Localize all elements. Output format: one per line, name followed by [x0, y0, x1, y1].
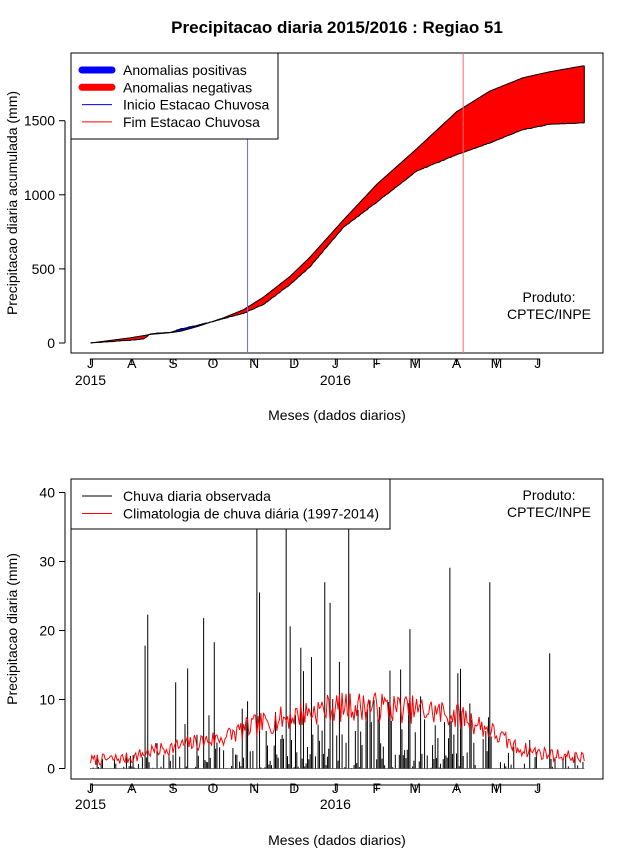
x-tick-label: A [452, 780, 462, 796]
year-label: 2016 [320, 372, 351, 388]
x-tick-label: M [409, 355, 421, 371]
x-tick-label: J [332, 780, 339, 796]
x-tick-label: J [534, 355, 541, 371]
year-label: 2015 [75, 372, 106, 388]
x-tick-label: J [87, 355, 94, 371]
credit-text: Produto: [523, 289, 576, 305]
year-label: 2016 [320, 796, 351, 812]
credit-text: Produto: [523, 487, 576, 503]
credit-text: CPTEC/INPE [507, 306, 591, 322]
x-tick-label: M [491, 780, 503, 796]
x-tick-label: M [491, 355, 503, 371]
credit-text: CPTEC/INPE [507, 504, 591, 520]
legend-label: Climatologia de chuva diária (1997-2014) [123, 506, 379, 522]
x-tick-label: A [127, 355, 137, 371]
x-tick-label: O [208, 780, 219, 796]
legend-label: Anomalias negativas [123, 79, 252, 95]
x-tick-label: D [289, 780, 299, 796]
x-tick-label: S [168, 355, 177, 371]
plot-frame [70, 52, 604, 354]
y-tick-label: 10 [39, 692, 55, 708]
y-tick-label: 0 [47, 761, 55, 777]
x-tick-label: N [249, 355, 259, 371]
legend-label: Anomalias positivas [123, 62, 247, 78]
y-tick-label: 1000 [24, 187, 55, 203]
x-tick-label: M [409, 780, 421, 796]
y-tick-label: 500 [32, 261, 56, 277]
y-tick-label: 30 [39, 554, 55, 570]
y-tick-label: 1500 [24, 113, 55, 129]
legend: Chuva diaria observada Climatologia de ch… [70, 478, 391, 530]
x-tick-label: A [452, 355, 462, 371]
year-label: 2015 [75, 796, 106, 812]
x-axis-label: Meses (dados diarios) [268, 407, 406, 423]
y-tick-label: 0 [47, 335, 55, 351]
x-tick-label: S [168, 780, 177, 796]
observed-cumulative-line [90, 122, 585, 344]
y-axis-label: Precipitacao diaria acumulada (mm) [4, 91, 20, 315]
x-tick-label: D [289, 355, 299, 371]
x-axis-label: Meses (dados diarios) [268, 832, 406, 848]
climatology-cumulative-line [90, 65, 585, 344]
legend-label: Inicio Estacao Chuvosa [123, 97, 270, 113]
x-tick-label: J [87, 780, 94, 796]
legend-label: Fim Estacao Chuvosa [123, 114, 260, 130]
x-tick-label: J [332, 355, 339, 371]
y-axis-label: Precipitacao diaria (mm) [4, 553, 20, 705]
x-tick-label: F [372, 355, 381, 371]
x-tick-label: O [208, 355, 219, 371]
observed-bars [90, 527, 584, 769]
chart-title: Precipitacao diaria 2015/2016 : Regiao 5… [171, 18, 503, 37]
y-tick-label: 20 [39, 623, 55, 639]
legend-label: Chuva diaria observada [123, 488, 271, 504]
x-tick-label: A [127, 780, 137, 796]
y-tick-label: 40 [39, 485, 55, 501]
climatology-daily-line [90, 692, 585, 766]
x-tick-label: F [372, 780, 381, 796]
legend-box [70, 478, 391, 530]
x-tick-label: N [249, 780, 259, 796]
x-tick-label: J [534, 780, 541, 796]
